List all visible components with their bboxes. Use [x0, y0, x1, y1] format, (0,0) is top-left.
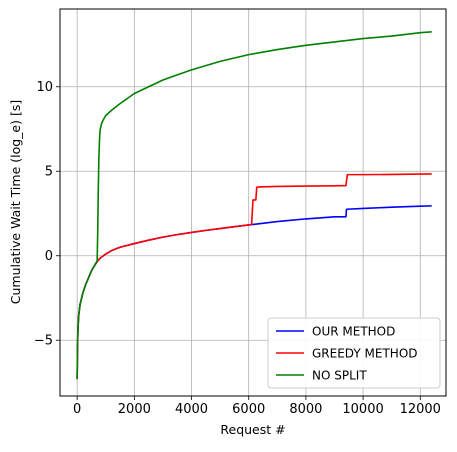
- x-tick-label: 10000: [342, 402, 383, 417]
- legend-label-no-split: NO SPLIT: [312, 369, 367, 383]
- legend-label-our-method: OUR METHOD: [312, 325, 395, 339]
- grid: [60, 9, 446, 396]
- x-tick-label: 6000: [232, 402, 265, 417]
- y-tick-label: 0: [45, 249, 53, 264]
- x-tick-label: 2000: [118, 402, 151, 417]
- legend-box: [267, 317, 441, 389]
- x-tick-label: 12000: [400, 402, 441, 417]
- x-tick-label: 4000: [175, 402, 208, 417]
- x-tick-label: 8000: [289, 402, 322, 417]
- x-axis-label: Request #: [220, 422, 285, 437]
- y-tick-label: 10: [36, 80, 53, 95]
- series-lines: [76, 31, 432, 380]
- plot-frame: [59, 8, 447, 397]
- legend: OUR METHOD GREEDY METHOD NO SPLIT: [267, 317, 441, 389]
- y-axis-label: Cumulative Wait Time (log_e) [s]: [8, 100, 23, 304]
- legend-label-greedy-method: GREEDY METHOD: [312, 347, 418, 361]
- y-tick-label: −5: [34, 334, 53, 349]
- axis-ticks: 0 2000 4000 6000 8000 10000 12000 −5 0 5 10: [34, 80, 441, 417]
- series-line-no-split: [76, 31, 432, 380]
- y-tick-label: 5: [45, 165, 53, 180]
- x-tick-label: 0: [73, 402, 81, 417]
